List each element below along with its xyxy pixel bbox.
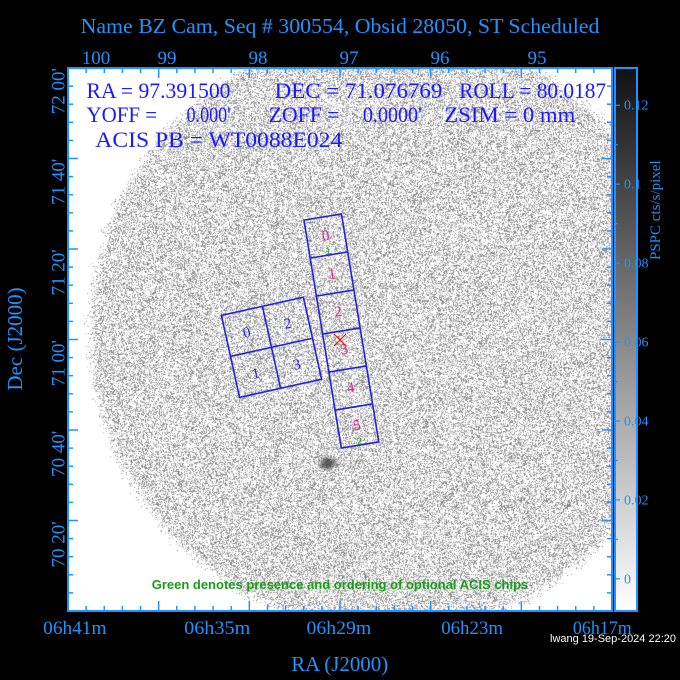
svg-text:2: 2	[356, 436, 364, 448]
svg-text:PSPC cts/s/pixel: PSPC cts/s/pixel	[648, 160, 664, 260]
svg-text:100: 100	[82, 48, 111, 69]
svg-text:RA (J2000): RA (J2000)	[291, 652, 388, 676]
svg-text:06h29m: 06h29m	[307, 618, 372, 639]
svg-text:Green denotes presence and ord: Green denotes presence and ordering of o…	[152, 577, 529, 592]
svg-text:06h41m: 06h41m	[43, 618, 107, 639]
svg-text:72 00': 72 00'	[48, 68, 69, 114]
svg-text:3: 3	[292, 357, 303, 374]
svg-text:Name BZ Cam, Seq # 300554, Obs: Name BZ Cam, Seq # 300554, Obsid 28050, …	[81, 14, 600, 38]
svg-text:ZSIM = 0 mm: ZSIM = 0 mm	[444, 102, 575, 127]
svg-text:2: 2	[282, 316, 293, 333]
svg-text:96: 96	[431, 48, 450, 69]
svg-text:DEC = 71.076769: DEC = 71.076769	[275, 78, 443, 103]
svg-text:0: 0	[624, 573, 631, 588]
svg-text:YOFF =: YOFF =	[87, 102, 158, 127]
svg-text:06h35m: 06h35m	[184, 618, 250, 639]
svg-text:2: 2	[333, 304, 343, 321]
svg-text:ACIS PB = WT0088E024: ACIS PB = WT0088E024	[95, 127, 342, 152]
svg-text:71 20': 71 20'	[48, 249, 69, 295]
svg-text:ZOFF =: ZOFF =	[269, 102, 340, 127]
svg-text:1: 1	[325, 246, 333, 258]
svg-text:5: 5	[352, 417, 362, 434]
svg-text:97: 97	[340, 48, 359, 69]
svg-text:1: 1	[251, 366, 262, 383]
svg-text:71 00': 71 00'	[48, 340, 69, 386]
svg-text:0.12: 0.12	[624, 99, 649, 114]
svg-text:0.0000': 0.0000'	[363, 102, 422, 127]
svg-text:99: 99	[158, 48, 177, 69]
svg-text:0.000': 0.000'	[187, 102, 231, 127]
svg-text:70 20': 70 20'	[48, 521, 69, 567]
svg-text:06h23m: 06h23m	[441, 618, 503, 639]
svg-text:95: 95	[528, 48, 547, 69]
svg-text:0.04: 0.04	[624, 415, 649, 430]
svg-text:0.06: 0.06	[624, 336, 649, 351]
svg-text:Dec (J2000): Dec (J2000)	[3, 287, 27, 390]
svg-text:0: 0	[321, 228, 331, 245]
svg-text:ROLL = 80.0187: ROLL = 80.0187	[459, 78, 606, 103]
svg-text:70 40': 70 40'	[48, 431, 69, 477]
svg-text:0: 0	[241, 325, 252, 342]
svg-text:0.08: 0.08	[624, 257, 649, 272]
svg-text:0.02: 0.02	[624, 494, 649, 509]
svg-text:lwang 19-Sep-2024 22:20: lwang 19-Sep-2024 22:20	[550, 633, 676, 645]
svg-text:1: 1	[327, 266, 337, 283]
svg-text:0.1: 0.1	[624, 178, 642, 193]
svg-text:4: 4	[346, 380, 356, 397]
svg-text:RA = 97.391500: RA = 97.391500	[87, 78, 231, 103]
svg-text:98: 98	[249, 48, 268, 69]
svg-text:71 40': 71 40'	[48, 159, 69, 205]
